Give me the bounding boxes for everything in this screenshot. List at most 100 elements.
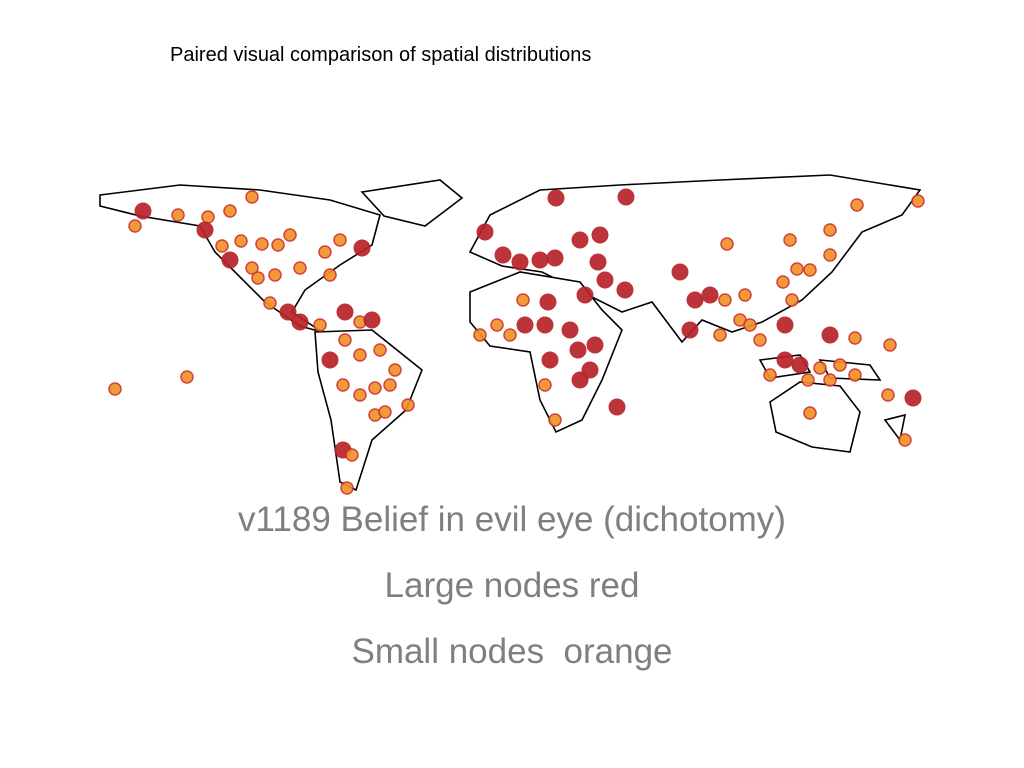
small-node (718, 293, 732, 307)
small-node (516, 293, 530, 307)
large-node (686, 291, 704, 309)
large-node (336, 303, 354, 321)
small-node (803, 263, 817, 277)
large-node (571, 371, 589, 389)
large-node (353, 239, 371, 257)
large-node (904, 389, 922, 407)
small-node (803, 406, 817, 420)
large-node (608, 398, 626, 416)
small-node (833, 358, 847, 372)
small-node (823, 223, 837, 237)
large-node (531, 251, 549, 269)
small-node (776, 275, 790, 289)
small-node (318, 245, 332, 259)
large-node (561, 321, 579, 339)
small-node (255, 237, 269, 251)
small-node (743, 318, 757, 332)
large-node (681, 321, 699, 339)
nodes (108, 188, 925, 495)
small-node (368, 381, 382, 395)
large-node (589, 253, 607, 271)
small-node (473, 328, 487, 342)
large-node (511, 253, 529, 271)
small-node (383, 378, 397, 392)
small-node (313, 318, 327, 332)
caption-line: v1189 Belief in evil eye (dichotomy) (238, 500, 786, 539)
large-node (586, 336, 604, 354)
small-node (881, 388, 895, 402)
small-node (268, 268, 282, 282)
eurasia (468, 174, 922, 344)
large-node (494, 246, 512, 264)
small-node (373, 343, 387, 357)
small-node (353, 388, 367, 402)
greenland (360, 179, 464, 227)
small-node (340, 481, 354, 495)
small-node (801, 373, 815, 387)
large-node (821, 326, 839, 344)
slide-title: Paired visual comparison of spatial dist… (170, 44, 592, 66)
small-node (883, 338, 897, 352)
large-node (576, 286, 594, 304)
small-node (223, 204, 237, 218)
small-node (251, 271, 265, 285)
small-node (848, 331, 862, 345)
small-node (720, 237, 734, 251)
large-node (701, 286, 719, 304)
small-node (323, 268, 337, 282)
small-node (401, 398, 415, 412)
small-node (763, 368, 777, 382)
small-node (898, 433, 912, 447)
small-node (338, 333, 352, 347)
large-node (616, 281, 634, 299)
small-node (753, 333, 767, 347)
large-node (363, 311, 381, 329)
small-node (215, 239, 229, 253)
small-node (783, 233, 797, 247)
small-node (333, 233, 347, 247)
africa (469, 271, 623, 434)
small-node (785, 293, 799, 307)
large-node (476, 223, 494, 241)
small-node (378, 405, 392, 419)
large-node (571, 231, 589, 249)
small-node (128, 219, 142, 233)
small-node (848, 368, 862, 382)
small-node (336, 378, 350, 392)
large-node (617, 188, 635, 206)
small-node (245, 190, 259, 204)
small-node (180, 370, 194, 384)
small-node (911, 194, 925, 208)
small-node (353, 348, 367, 362)
small-node (490, 318, 504, 332)
small-node (790, 262, 804, 276)
large-node (569, 341, 587, 359)
small-node (823, 373, 837, 387)
large-node (539, 293, 557, 311)
large-node (541, 351, 559, 369)
large-node (196, 221, 214, 239)
large-node (776, 351, 794, 369)
large-node (776, 316, 794, 334)
small-node (201, 210, 215, 224)
small-node (108, 382, 122, 396)
small-node (271, 238, 285, 252)
small-node (234, 234, 248, 248)
large-node (547, 189, 565, 207)
small-node (538, 378, 552, 392)
large-node (596, 271, 614, 289)
large-node (321, 351, 339, 369)
large-node (279, 303, 297, 321)
small-node (738, 288, 752, 302)
small-node (813, 361, 827, 375)
caption-line: Large nodes red (384, 566, 640, 605)
caption-line: Small nodes orange (351, 632, 673, 671)
small-node (245, 261, 259, 275)
large-node (791, 356, 809, 374)
small-node (850, 198, 864, 212)
small-node (171, 208, 185, 222)
large-node (536, 316, 554, 334)
small-node (503, 328, 517, 342)
